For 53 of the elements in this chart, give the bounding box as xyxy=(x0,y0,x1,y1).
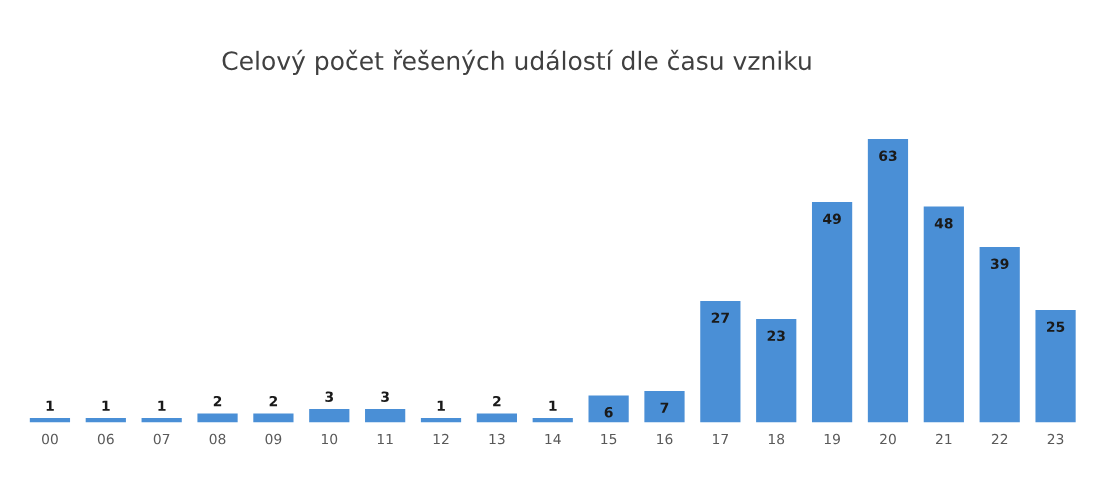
bar xyxy=(923,206,964,423)
bar xyxy=(197,413,238,423)
x-tick-label: 09 xyxy=(265,433,282,445)
x-tick-label: 21 xyxy=(936,433,952,445)
bar xyxy=(253,413,294,423)
x-tick-label: 08 xyxy=(209,433,226,445)
x-tick-label: 07 xyxy=(153,433,170,445)
data-label: 3 xyxy=(325,391,333,402)
x-tick-label: 15 xyxy=(601,433,617,445)
data-label: 2 xyxy=(213,395,222,407)
x-tick-label: 13 xyxy=(489,433,505,445)
x-tick-label: 00 xyxy=(42,433,58,445)
data-label: 3 xyxy=(381,391,389,402)
data-label: 48 xyxy=(934,218,953,229)
bar xyxy=(309,408,350,423)
x-tick-label: 18 xyxy=(768,433,785,445)
x-tick-label: 06 xyxy=(97,433,114,445)
data-label: 49 xyxy=(823,213,841,225)
data-label: 6 xyxy=(604,407,613,418)
x-tick-label: 20 xyxy=(880,433,896,445)
x-tick-label: 11 xyxy=(377,433,393,445)
bar xyxy=(476,413,517,423)
data-label: 2 xyxy=(269,395,278,407)
data-label: 7 xyxy=(660,402,669,413)
x-tick-label: 16 xyxy=(657,433,673,445)
bar xyxy=(867,138,909,423)
x-tick-label: 17 xyxy=(713,433,728,445)
bar xyxy=(979,246,1020,423)
bar xyxy=(644,390,685,423)
data-label: 63 xyxy=(879,150,897,162)
bar xyxy=(811,201,853,423)
data-label: 27 xyxy=(711,312,729,323)
data-label: 39 xyxy=(990,258,1009,270)
chart-title: Celový počet řešených událostí dle času vzniku xyxy=(222,49,811,75)
bar xyxy=(1035,309,1076,423)
bar xyxy=(365,408,406,423)
x-tick-label: 14 xyxy=(545,433,561,445)
x-tick-label: 19 xyxy=(824,433,840,445)
bar xyxy=(588,395,629,423)
data-label: 1 xyxy=(102,400,110,411)
data-label: 1 xyxy=(437,400,445,411)
data-label: 1 xyxy=(158,400,166,411)
x-tick-label: 10 xyxy=(321,433,338,445)
x-tick-label: 23 xyxy=(1047,433,1064,445)
data-label: 23 xyxy=(767,330,785,342)
x-tick-label: 22 xyxy=(991,433,1008,445)
data-label: 1 xyxy=(549,400,557,411)
data-label: 25 xyxy=(1047,321,1065,333)
data-label: 1 xyxy=(46,400,54,411)
bar xyxy=(756,318,797,423)
x-tick-label: 12 xyxy=(433,433,449,445)
data-label: 2 xyxy=(493,395,501,407)
bar xyxy=(700,300,741,423)
